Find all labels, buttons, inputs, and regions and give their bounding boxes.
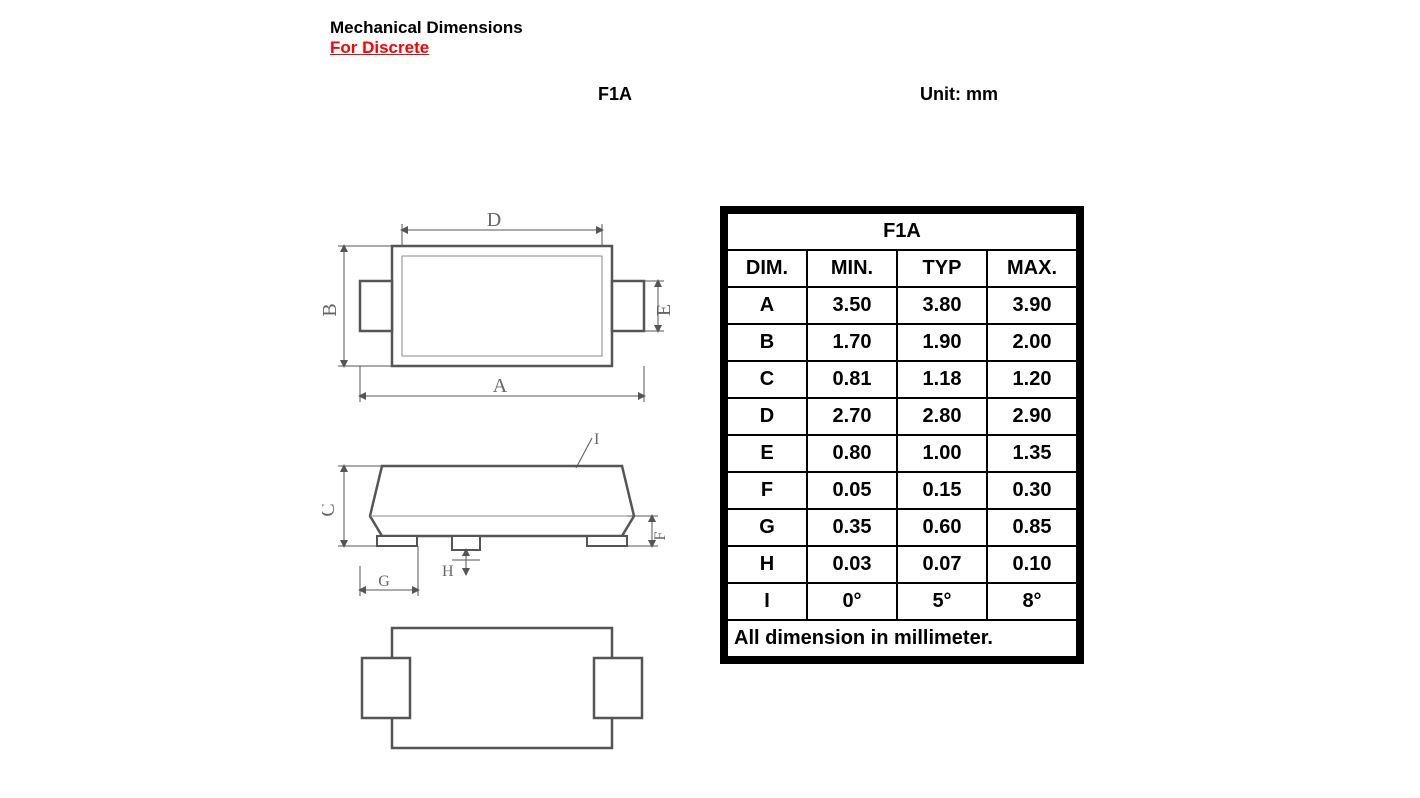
table-header-row: DIM. MIN. TYP MAX. [727, 250, 1077, 287]
td-typ: 2.80 [897, 398, 987, 435]
unit-label: Unit: mm [920, 84, 998, 105]
td-dim: A [727, 287, 807, 324]
dim-i-label: I [594, 431, 599, 448]
dim-d-label: D [487, 209, 501, 231]
dim-b-label: B [322, 303, 341, 316]
td-min: 0.03 [807, 546, 897, 583]
td-typ: 0.15 [897, 472, 987, 509]
dim-e-label: E [653, 304, 675, 316]
title-block: Mechanical Dimensions For Discrete [330, 18, 523, 58]
table-row: I0°5°8° [727, 583, 1077, 620]
dim-a-label: A [493, 375, 508, 397]
dimension-table-container: F1A DIM. MIN. TYP MAX. A3.503.803.90B1.7… [720, 206, 1084, 664]
td-dim: E [727, 435, 807, 472]
td-max: 1.35 [987, 435, 1077, 472]
td-min: 0.80 [807, 435, 897, 472]
table-row: H0.030.070.10 [727, 546, 1077, 583]
td-min: 0.05 [807, 472, 897, 509]
td-max: 2.90 [987, 398, 1077, 435]
td-max: 0.85 [987, 509, 1077, 546]
td-max: 8° [987, 583, 1077, 620]
td-dim: F [727, 472, 807, 509]
part-number-label: F1A [598, 84, 632, 105]
td-typ: 0.07 [897, 546, 987, 583]
diagram-svg: D A B E [322, 206, 682, 766]
table-row: A3.503.803.90 [727, 287, 1077, 324]
table-row: E0.801.001.35 [727, 435, 1077, 472]
td-dim: I [727, 583, 807, 620]
th-dim: DIM. [727, 250, 807, 287]
th-min: MIN. [807, 250, 897, 287]
bottom-view [362, 628, 642, 748]
td-typ: 0.60 [897, 509, 987, 546]
td-dim: H [727, 546, 807, 583]
td-typ: 1.18 [897, 361, 987, 398]
td-max: 2.00 [987, 324, 1077, 361]
td-typ: 1.00 [897, 435, 987, 472]
td-dim: B [727, 324, 807, 361]
td-min: 3.50 [807, 287, 897, 324]
td-typ: 3.80 [897, 287, 987, 324]
table-title: F1A [727, 213, 1077, 250]
table-row: G0.350.600.85 [727, 509, 1077, 546]
td-typ: 1.90 [897, 324, 987, 361]
td-max: 3.90 [987, 287, 1077, 324]
title-main: Mechanical Dimensions [330, 18, 523, 38]
td-min: 0.81 [807, 361, 897, 398]
table-footer: All dimension in millimeter. [727, 620, 1077, 657]
table-row: F0.050.150.30 [727, 472, 1077, 509]
td-max: 1.20 [987, 361, 1077, 398]
dim-f-label: F [652, 531, 669, 540]
table-row: C0.811.181.20 [727, 361, 1077, 398]
td-min: 0° [807, 583, 897, 620]
dim-h-label: H [442, 563, 454, 580]
td-dim: C [727, 361, 807, 398]
side-view: C I F H G [322, 431, 669, 596]
table-body: A3.503.803.90B1.701.902.00C0.811.181.20D… [727, 287, 1077, 620]
th-max: MAX. [987, 250, 1077, 287]
td-max: 0.10 [987, 546, 1077, 583]
td-min: 1.70 [807, 324, 897, 361]
top-view: D A B E [322, 209, 675, 402]
page: Mechanical Dimensions For Discrete F1A U… [0, 0, 1420, 798]
th-typ: TYP [897, 250, 987, 287]
table-row: B1.701.902.00 [727, 324, 1077, 361]
td-min: 2.70 [807, 398, 897, 435]
td-max: 0.30 [987, 472, 1077, 509]
td-typ: 5° [897, 583, 987, 620]
mechanical-diagram: D A B E [322, 206, 682, 766]
dimension-table: F1A DIM. MIN. TYP MAX. A3.503.803.90B1.7… [726, 212, 1078, 658]
td-dim: G [727, 509, 807, 546]
td-min: 0.35 [807, 509, 897, 546]
td-dim: D [727, 398, 807, 435]
table-row: D2.702.802.90 [727, 398, 1077, 435]
dim-c-label: C [322, 503, 339, 516]
dim-g-label: G [378, 573, 390, 590]
title-subtitle: For Discrete [330, 38, 523, 58]
